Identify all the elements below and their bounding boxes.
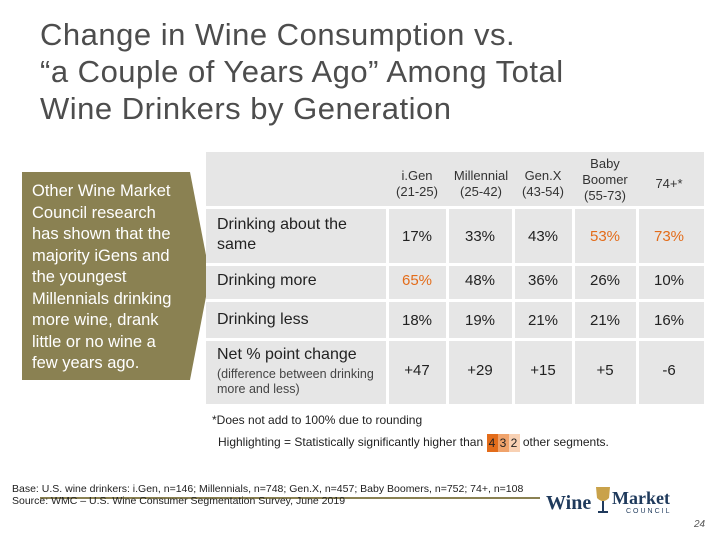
row-divider (206, 299, 704, 302)
cell-same-74plus: 73% (653, 228, 685, 245)
row-label-same: Drinking about the same (217, 216, 347, 253)
legend-swatch-3: 3 (497, 434, 509, 452)
source-base: Base: U.S. wine drinkers: i.Gen, n=146; … (12, 483, 524, 495)
cell-less-igen: 18% (401, 312, 433, 329)
row-label-more: Drinking more (217, 272, 317, 289)
cell-same-igen: 17% (401, 228, 433, 245)
cell-same-genx: 43% (527, 228, 559, 245)
legend-swatch-4: 4 (486, 434, 498, 452)
cell-less-genx: 21% (527, 312, 559, 329)
column-divider (572, 207, 575, 404)
header-millennial-range: (25-42) (460, 184, 502, 199)
cell-net-millennial: +29 (467, 362, 493, 379)
legend-prefix: Highlighting = Statistically significant… (218, 435, 484, 450)
header-boomer: Baby Boomer (55-73) (574, 156, 636, 204)
header-boomer-range: (55-73) (584, 188, 626, 203)
cell-net-74plus: -6 (662, 362, 676, 379)
header-igen: i.Gen (21-25) (388, 156, 446, 200)
legend-swatch-2: 2 (508, 434, 520, 452)
row-divider (206, 263, 704, 266)
row-label-net: Net % point change (difference between d… (217, 345, 382, 397)
column-divider (446, 207, 449, 404)
header-genx: Gen.X (43-54) (514, 156, 572, 200)
page-title: Change in Wine Consumption vs. “a Couple… (40, 16, 680, 127)
cell-net-boomer: +5 (596, 362, 614, 379)
logo-word-market: Market (612, 488, 670, 508)
cell-less-boomer: 21% (589, 312, 621, 329)
cell-less-millennial: 19% (464, 312, 496, 329)
callout-text: Other Wine Market Council research has s… (32, 182, 172, 372)
highlight-legend: Highlighting = Statistically significant… (218, 434, 609, 452)
cell-more-millennial: 48% (464, 272, 496, 289)
title-line-1: Change in Wine Consumption vs. (40, 17, 516, 52)
header-igen-range: (21-25) (396, 184, 438, 199)
source-survey: Source: WMC – U.S. Wine Consumer Segment… (12, 495, 346, 507)
cell-net-genx: +15 (530, 362, 556, 379)
cell-less-74plus: 16% (653, 312, 685, 329)
callout-arrow (190, 172, 210, 380)
header-genx-range: (43-54) (522, 184, 564, 199)
source-note: Base: U.S. wine drinkers: i.Gen, n=146; … (12, 483, 523, 507)
header-74plus: 74+* (638, 156, 700, 192)
legend-suffix: other segments. (522, 435, 609, 450)
row-divider (206, 338, 704, 341)
wine-market-council-logo: Wine Market COUNCIL (546, 486, 692, 520)
header-genx-name: Gen.X (524, 168, 562, 183)
column-divider (636, 207, 639, 404)
header-igen-name: i.Gen (401, 168, 433, 183)
cell-more-igen: 65% (401, 272, 433, 289)
cell-net-igen: +47 (404, 362, 430, 379)
cell-same-boomer: 53% (589, 228, 621, 245)
net-sublabel: (difference between drinking more and le… (217, 367, 374, 396)
cell-more-genx: 36% (527, 272, 559, 289)
footer-rule (40, 497, 540, 499)
callout-box: Other Wine Market Council research has s… (22, 172, 190, 380)
cell-more-boomer: 26% (589, 272, 621, 289)
logo-word-council: COUNCIL (626, 508, 672, 515)
cell-same-millennial: 33% (464, 228, 496, 245)
column-divider (512, 207, 515, 404)
header-74plus-name: 74+* (655, 176, 683, 191)
row-divider (206, 206, 704, 209)
title-line-3: Wine Drinkers by Generation (40, 91, 452, 126)
wine-glass-icon (596, 487, 610, 513)
title-line-2: “a Couple of Years Ago” Among Total (40, 54, 564, 89)
footnote: *Does not add to 100% due to rounding (212, 413, 423, 427)
net-label: Net % point change (217, 346, 357, 363)
logo-word-wine: Wine (546, 492, 592, 514)
header-boomer-name: Baby Boomer (582, 156, 628, 187)
cell-more-74plus: 10% (653, 272, 685, 289)
header-millennial-name: Millennial (453, 168, 509, 183)
column-divider (386, 207, 389, 404)
page-number: 24 (694, 519, 706, 530)
row-label-less: Drinking less (217, 311, 309, 328)
data-table (206, 152, 704, 404)
header-millennial: Millennial (25-42) (448, 156, 514, 200)
